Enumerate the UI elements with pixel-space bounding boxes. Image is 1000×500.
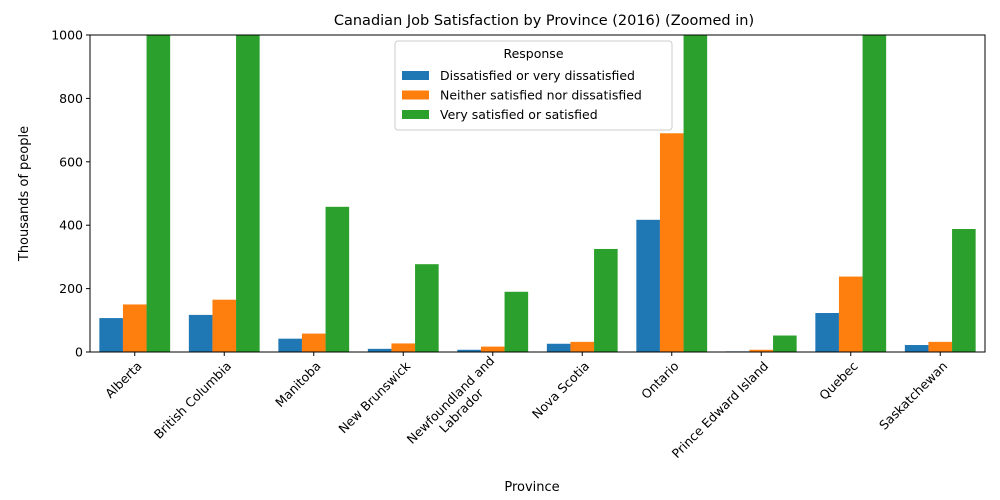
bar-series-2-category-3 <box>301 333 326 352</box>
bar-series-3-category-9 <box>862 35 887 352</box>
bar-series-3-category-7 <box>683 35 708 352</box>
bar-series-2-category-2 <box>212 299 237 352</box>
bar-series-3-category-10 <box>952 229 976 352</box>
bars-layer <box>99 35 976 352</box>
legend-box <box>394 40 673 131</box>
bar-series-3-category-5 <box>504 291 529 352</box>
y-axis: 0 200 400 600 800 1000 <box>51 28 90 360</box>
legend-swatch-1 <box>402 71 429 80</box>
bar-series-1-category-10 <box>904 345 929 352</box>
bar-series-2-category-5 <box>480 346 505 352</box>
bar-series-1-category-6 <box>546 343 571 352</box>
bar-series-3-category-8 <box>773 335 797 352</box>
bar-series-1-category-4 <box>367 348 392 352</box>
legend-label-3: Very satisfied or satisfied <box>440 107 598 122</box>
legend-label-2: Neither satisfied nor dissatisfied <box>440 88 642 103</box>
bar-series-3-category-6 <box>594 248 618 352</box>
bar-series-1-category-7 <box>636 219 660 352</box>
y-axis-label: Thousands of people <box>17 126 32 262</box>
y-tick-label: 1000 <box>51 28 83 43</box>
bar-series-2-category-4 <box>391 343 416 352</box>
plot-frame <box>89 34 986 353</box>
y-tick-label: 400 <box>59 218 83 233</box>
bar-series-2-category-6 <box>570 341 595 352</box>
bar-series-2-category-7 <box>659 133 684 352</box>
bar-series-3-category-3 <box>325 206 350 352</box>
legend-swatch-2 <box>402 90 429 100</box>
chart-title: Canadian Job Satisfaction by Province (2… <box>334 13 754 29</box>
bar-series-2-category-9 <box>838 276 863 352</box>
bar-series-1-category-5 <box>457 349 481 352</box>
legend: Response Dissatisfied or very dissatisfi… <box>394 40 673 131</box>
bar-series-2-category-8 <box>749 349 774 352</box>
bar-series-2-category-10 <box>928 341 953 352</box>
bar-series-1-category-3 <box>278 338 302 352</box>
y-tick-label: 200 <box>59 281 83 296</box>
legend-label-1: Dissatisfied or very dissatisfied <box>440 68 635 83</box>
bar-series-2-category-1 <box>122 304 147 352</box>
bar-series-1-category-1 <box>99 318 123 352</box>
y-tick-label: 800 <box>59 91 83 106</box>
bar-series-1-category-2 <box>188 314 213 352</box>
bar-series-1-category-9 <box>815 313 839 352</box>
legend-title: Response <box>503 46 563 61</box>
bar-series-3-category-2 <box>236 35 260 352</box>
y-tick-label: 0 <box>75 345 83 360</box>
x-axis-label: Province <box>504 480 559 495</box>
legend-swatch-3 <box>402 110 429 119</box>
bar-series-3-category-4 <box>415 264 439 352</box>
bar-series-3-category-1 <box>146 35 171 352</box>
y-tick-label: 600 <box>59 154 83 169</box>
legend-items: Dissatisfied or very dissatisfied Neither… <box>402 68 642 122</box>
